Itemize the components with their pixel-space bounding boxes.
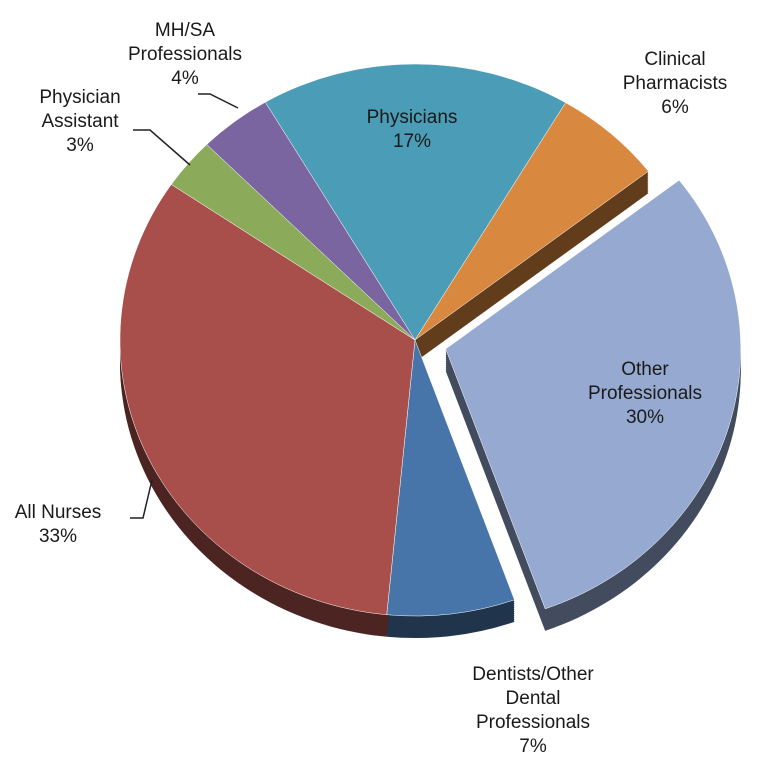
slice-name: Dentists/Other Dental Professionals [472, 664, 594, 733]
slice-percent: 17% [392, 131, 432, 152]
slice-label: MH/SA Professionals 4% [115, 19, 255, 91]
slice-label: Other Professionals 30% [570, 358, 720, 430]
slice-label: Dentists/Other Dental Professionals 7% [453, 663, 613, 759]
leader-line [133, 129, 191, 166]
pie-slice [119, 184, 416, 616]
slice-name: All Nurses [14, 502, 102, 523]
pie-slice [414, 102, 649, 341]
slice-percent: 7% [519, 736, 547, 757]
pie-slices [119, 63, 741, 617]
leader-lines [130, 93, 239, 519]
slice-percent: 4% [171, 68, 199, 89]
leader-line [130, 479, 153, 519]
pie-slice [264, 63, 566, 341]
slice-name: Clinical Pharmacists [622, 49, 728, 94]
slice-name: Physicians [366, 107, 458, 128]
slice-label: All Nurses 33% [0, 501, 118, 549]
slice-name: MH/SA Professionals [127, 20, 243, 65]
slice-percent: 33% [38, 526, 78, 547]
slice-percent: 3% [66, 135, 94, 156]
slice-name: Other Professionals [587, 359, 703, 404]
pie-slice [386, 339, 515, 617]
slice-label: Clinical Pharmacists 6% [610, 48, 740, 120]
slice-percent: 30% [625, 407, 665, 428]
slice-percent: 6% [661, 97, 689, 118]
leader-line [198, 93, 239, 109]
slice-label: Physicians 17% [347, 106, 477, 154]
pie-slice [206, 101, 416, 341]
slice-label: Physician Assistant 3% [20, 86, 140, 158]
slice-name: Physician Assistant [39, 87, 121, 132]
pie-slice [445, 179, 741, 610]
